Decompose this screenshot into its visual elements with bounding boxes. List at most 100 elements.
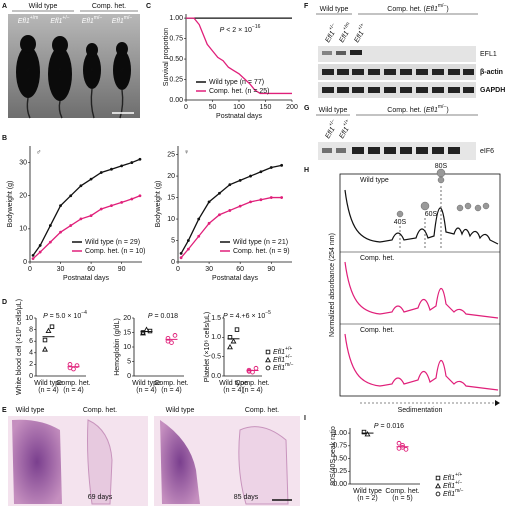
prefix: = 0.018 bbox=[153, 313, 179, 320]
x-axis-label: Postnatal days bbox=[212, 275, 258, 282]
blot bbox=[318, 82, 476, 98]
data-point bbox=[403, 447, 409, 452]
prefix: Comp. het. ( bbox=[387, 107, 426, 114]
y-tick-label: 5 bbox=[171, 237, 175, 244]
sex-symbol: ♀ bbox=[57, 67, 62, 74]
profile-curve bbox=[344, 261, 499, 319]
y-tick-label: 0.75 bbox=[169, 35, 183, 42]
y-tick-label: 10 bbox=[123, 344, 131, 351]
legend-label: Efl1+/− bbox=[273, 354, 292, 364]
y-axis-label: Normalized absorbance (254 nm) bbox=[329, 233, 336, 337]
y-tick-label: 0.5 bbox=[211, 354, 221, 361]
profile-label: Comp. het. bbox=[360, 327, 394, 334]
p-value: P = 0.016 bbox=[374, 423, 404, 430]
band-label: eIF6 bbox=[480, 148, 494, 155]
genotype-label: Efl1+/m bbox=[18, 15, 39, 25]
peak-lines bbox=[399, 186, 442, 248]
legend-label: Wild type (n = 77) bbox=[209, 79, 264, 86]
gene: Efl1 bbox=[273, 357, 285, 364]
allele: +/− bbox=[328, 118, 337, 127]
data-point bbox=[364, 430, 371, 437]
image-label: Comp. het. bbox=[245, 407, 279, 414]
data-point bbox=[259, 170, 263, 174]
x-tick-label: 150 bbox=[260, 104, 272, 111]
data-point bbox=[99, 207, 103, 211]
data-point bbox=[38, 250, 42, 254]
data-point bbox=[89, 214, 93, 218]
n-label: (n = 4) bbox=[38, 387, 58, 394]
data-point bbox=[69, 194, 73, 198]
data-point bbox=[269, 196, 273, 199]
data-point bbox=[227, 335, 233, 340]
y-tick-label: 2 bbox=[29, 361, 33, 368]
data-point bbox=[207, 200, 211, 204]
allele: +/− bbox=[285, 354, 292, 360]
prefix: Comp. het. ( bbox=[387, 6, 426, 13]
y-tick-label: 0.25 bbox=[169, 76, 183, 83]
sup: −16 bbox=[252, 24, 261, 30]
n-label: (n = 4) bbox=[242, 387, 262, 394]
group-label: Comp. het. (Efl1m/−) bbox=[387, 104, 448, 114]
image-label: Comp. het. bbox=[83, 407, 117, 414]
group-label: Comp. het. bbox=[92, 3, 126, 10]
p-value: P < 2 × 10−16 bbox=[220, 24, 261, 34]
group-label: Wild type bbox=[319, 107, 348, 114]
data-point bbox=[265, 349, 271, 355]
peak-label: 40S bbox=[394, 219, 407, 226]
series-line bbox=[186, 17, 292, 95]
panel-letter: G bbox=[304, 105, 310, 112]
italic: P bbox=[220, 27, 225, 34]
day-label: 85 days bbox=[234, 494, 259, 501]
x-tick-label: 30 bbox=[205, 266, 213, 273]
prefix: = 5.0 × 10 bbox=[48, 313, 82, 320]
data-point bbox=[197, 234, 201, 238]
x-axis-label: Postnatal days bbox=[216, 113, 262, 120]
y-tick-label: 20 bbox=[167, 173, 175, 180]
data-point bbox=[230, 338, 237, 344]
allele: m/− bbox=[438, 3, 447, 9]
italic: P bbox=[223, 313, 228, 320]
data-point bbox=[99, 171, 103, 174]
data-point bbox=[435, 491, 441, 497]
x-tick-label: 0 bbox=[176, 266, 180, 273]
bands bbox=[322, 50, 474, 93]
allele: +/+ bbox=[342, 118, 351, 127]
profile-curve bbox=[344, 333, 499, 391]
mice bbox=[16, 35, 131, 101]
y-tick-label: 0.25 bbox=[333, 468, 347, 475]
y-tick-label: 25 bbox=[167, 151, 175, 158]
data-point bbox=[120, 200, 124, 204]
y-tick-label: 0.00 bbox=[169, 97, 183, 104]
gene: Efl1 bbox=[443, 491, 455, 498]
y-tick-label: 8 bbox=[29, 326, 33, 333]
data-point bbox=[186, 239, 190, 242]
y-tick-label: 0 bbox=[23, 259, 27, 266]
sex-symbol: ♂ bbox=[36, 149, 41, 156]
data-point bbox=[280, 163, 284, 167]
allele: m/− bbox=[455, 488, 464, 494]
y-tick-label: 15 bbox=[167, 194, 175, 201]
data-point bbox=[49, 324, 55, 329]
prefix: < 2 × 10 bbox=[224, 27, 252, 34]
prefix: = 4.+6 × 10 bbox=[228, 313, 266, 320]
image-label: Wild type bbox=[16, 407, 45, 414]
arrow-head bbox=[495, 400, 500, 406]
x-tick-label: 30 bbox=[57, 266, 65, 273]
gene: Efl1 bbox=[338, 30, 350, 44]
data-point bbox=[140, 329, 146, 336]
band-label: EFL1 bbox=[480, 51, 497, 58]
allele: +/m bbox=[342, 21, 351, 31]
x-axis-label: Sedimentation bbox=[398, 407, 443, 414]
sex-symbol: ♀ bbox=[89, 67, 94, 74]
data-point bbox=[238, 204, 242, 208]
y-tick-label: 0.75 bbox=[333, 443, 347, 450]
y-tick-label: 0.00 bbox=[333, 481, 347, 488]
data-point bbox=[110, 167, 113, 171]
gene: Efl1 bbox=[426, 107, 438, 114]
category-label: Comp. het. bbox=[385, 488, 419, 495]
data-point bbox=[218, 191, 221, 195]
lane-label: Efl1+/m bbox=[336, 21, 355, 44]
band-label: GAPDH bbox=[480, 87, 505, 94]
data-point bbox=[228, 209, 232, 212]
